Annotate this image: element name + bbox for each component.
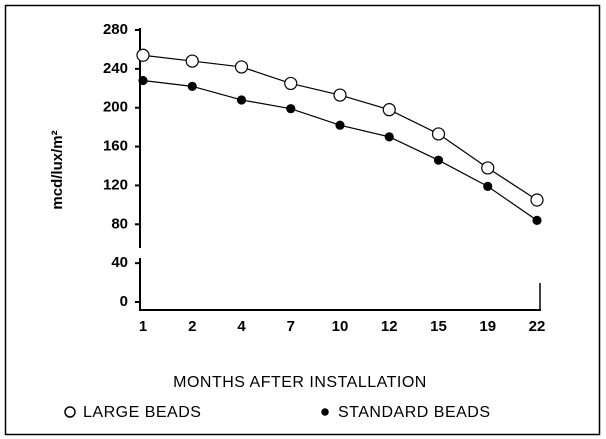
data-point — [384, 132, 394, 142]
data-point — [532, 215, 542, 225]
data-point — [136, 48, 150, 62]
legend-label: LARGE BEADS — [83, 404, 201, 421]
x-tick-label: 15 — [430, 318, 447, 335]
data-point — [234, 60, 249, 74]
y-tick-label: 0 — [120, 293, 128, 310]
x-tick-label: 22 — [529, 318, 546, 335]
data-point — [138, 75, 148, 86]
data-point — [236, 95, 247, 105]
x-axis-label: MONTHS AFTER INSTALLATION — [173, 374, 427, 391]
legend-marker — [64, 406, 76, 418]
x-tick-label: 2 — [188, 318, 196, 335]
x-tick-label: 1 — [139, 318, 147, 335]
frame — [4, 4, 601, 436]
data-point — [284, 76, 298, 91]
data-point — [333, 88, 347, 102]
y-axis-label: mcd/lux/m² — [49, 130, 66, 209]
y-tick-label: 120 — [103, 176, 128, 193]
y-tick-label: 80 — [111, 215, 128, 232]
data-point — [431, 127, 446, 141]
data-point — [483, 181, 493, 191]
x-tick-label: 4 — [237, 318, 246, 335]
y-tick-label: 40 — [111, 254, 128, 271]
x-tick-label: 7 — [287, 318, 295, 335]
data-point — [433, 155, 444, 165]
y-tick-label: 280 — [103, 21, 128, 38]
legend-label: STANDARD BEADS — [338, 404, 491, 421]
x-tick-label: 10 — [332, 318, 349, 335]
y-tick-label: 240 — [103, 60, 128, 77]
data-point — [185, 54, 199, 68]
data-point — [187, 81, 197, 91]
y-tick-label: 200 — [103, 99, 128, 116]
x-tick-label: 12 — [381, 318, 398, 335]
data-point — [530, 193, 544, 207]
legend-marker — [321, 408, 329, 416]
data-point — [382, 103, 396, 117]
x-tick-label: 19 — [479, 318, 496, 335]
data-point — [286, 104, 296, 114]
data-point — [481, 161, 495, 175]
data-point — [335, 120, 345, 130]
y-tick-label: 160 — [103, 138, 128, 155]
